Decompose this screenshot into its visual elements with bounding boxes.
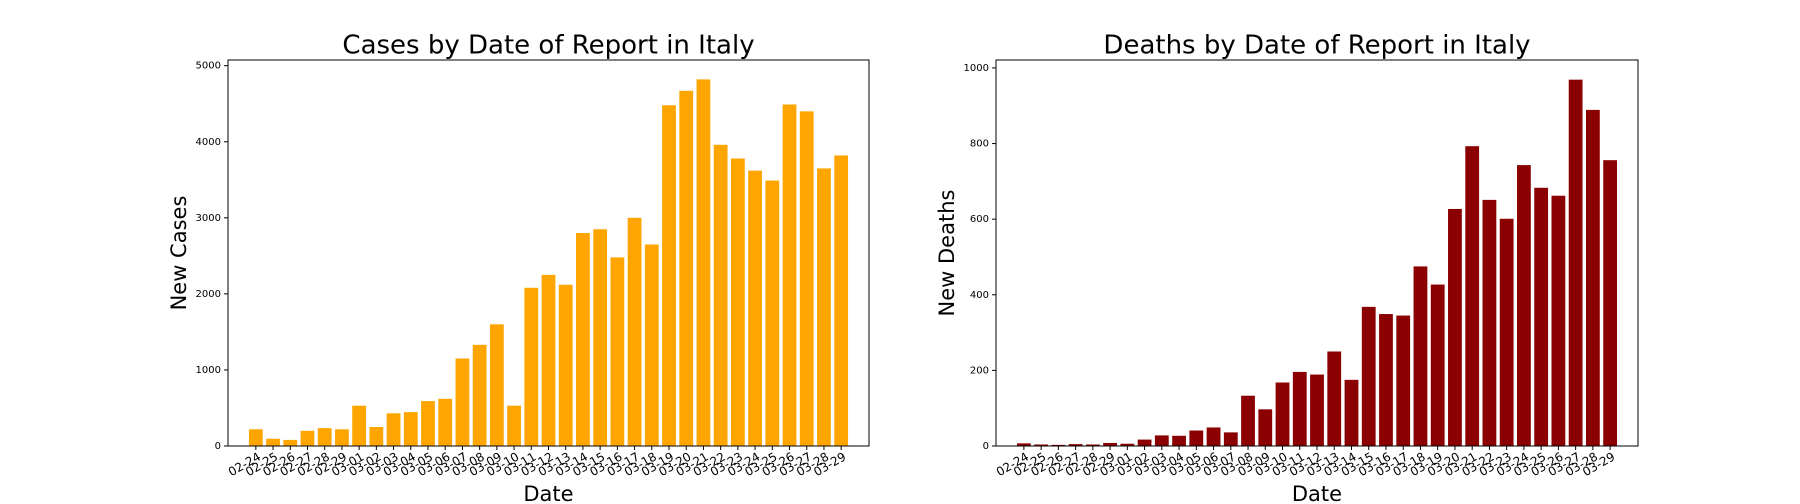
bar xyxy=(489,324,504,446)
bar xyxy=(369,426,384,446)
bar xyxy=(1413,266,1428,446)
bar xyxy=(834,155,849,446)
bar xyxy=(1465,146,1480,446)
bar xyxy=(1310,374,1324,446)
y-tick-label: 3000 xyxy=(196,213,221,224)
bar xyxy=(1103,442,1117,446)
bar xyxy=(1292,371,1307,446)
bar xyxy=(799,111,814,446)
bar xyxy=(679,90,694,446)
bar xyxy=(713,144,728,446)
bar xyxy=(1379,314,1393,446)
bar xyxy=(1430,284,1445,446)
y-tick-label: 600 xyxy=(970,214,989,225)
bar xyxy=(593,229,608,446)
bar xyxy=(248,429,263,446)
bar xyxy=(1016,443,1031,446)
bar xyxy=(1517,165,1531,446)
bar xyxy=(1189,430,1204,446)
bar xyxy=(1241,395,1255,446)
bar xyxy=(403,412,418,446)
bar xyxy=(1068,444,1083,446)
bar xyxy=(386,413,401,446)
chart-title: Deaths by Date of Report in Italy xyxy=(1103,31,1530,61)
y-tick-label: 200 xyxy=(970,365,989,376)
bar xyxy=(765,180,780,446)
y-tick-label: 4000 xyxy=(196,137,221,148)
axes-frame xyxy=(995,59,1639,447)
bar xyxy=(1534,187,1549,446)
y-tick-label: 0 xyxy=(983,441,989,452)
bar xyxy=(1499,218,1514,446)
bar xyxy=(1258,409,1273,446)
bar xyxy=(421,401,435,446)
bar xyxy=(696,79,711,446)
bar xyxy=(558,284,573,446)
bar xyxy=(1223,432,1238,446)
bar xyxy=(317,428,332,446)
bar xyxy=(283,439,298,446)
bar xyxy=(1448,208,1462,446)
bar xyxy=(1120,443,1135,446)
y-tick-label: 5000 xyxy=(196,61,221,72)
bar xyxy=(1568,79,1583,447)
bar xyxy=(438,398,453,446)
y-tick-label: 1000 xyxy=(196,365,221,376)
bar xyxy=(541,274,556,446)
bar xyxy=(1275,382,1290,446)
axes-frame xyxy=(227,59,870,447)
bar xyxy=(1154,435,1169,446)
bar xyxy=(507,405,521,446)
bar xyxy=(662,105,676,446)
bar xyxy=(300,430,315,446)
y-tick-label: 400 xyxy=(970,290,989,301)
bar xyxy=(817,168,831,447)
x-axis-label: Date xyxy=(523,482,573,504)
bar xyxy=(1396,315,1411,446)
bar xyxy=(472,344,487,446)
bar xyxy=(576,233,590,446)
bar xyxy=(627,217,642,446)
bar xyxy=(1603,160,1618,446)
bar xyxy=(610,257,625,446)
bar xyxy=(1137,439,1152,446)
y-tick-label: 1000 xyxy=(964,63,989,74)
bar xyxy=(1585,109,1600,446)
bar xyxy=(644,244,659,446)
bar xyxy=(524,287,539,446)
bar xyxy=(1206,427,1221,446)
bar xyxy=(1482,199,1497,446)
bar xyxy=(1344,379,1359,446)
y-tick-label: 2000 xyxy=(196,289,221,300)
bar xyxy=(1361,306,1376,446)
y-axis-label: New Cases xyxy=(167,196,191,311)
bar xyxy=(455,358,470,446)
bar xyxy=(782,104,797,447)
y-axis-label: New Deaths xyxy=(935,190,959,317)
y-tick-label: 0 xyxy=(215,441,221,452)
bar xyxy=(748,170,762,446)
y-tick-label: 800 xyxy=(970,139,989,150)
bar xyxy=(1551,195,1566,446)
bar xyxy=(1172,435,1186,446)
bar xyxy=(730,158,745,446)
x-axis-label: Date xyxy=(1292,482,1342,504)
bar xyxy=(266,438,280,446)
bar xyxy=(1327,351,1342,446)
bar xyxy=(352,405,367,446)
bar xyxy=(1085,444,1100,446)
bar xyxy=(1051,444,1066,446)
bar xyxy=(1034,444,1049,446)
bar xyxy=(335,429,349,446)
chart-title: Cases by Date of Report in Italy xyxy=(342,31,754,61)
